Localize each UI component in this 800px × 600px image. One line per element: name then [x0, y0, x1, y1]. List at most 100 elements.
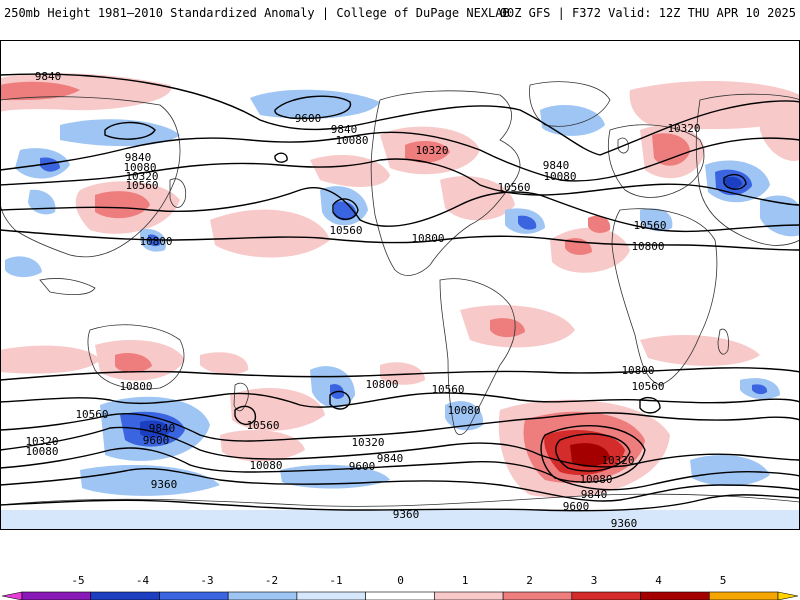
map-title: 250mb Height 1981–2010 Standardized Anom… — [4, 6, 510, 20]
colorbar-swatch — [571, 591, 641, 600]
contour-label: 10080 — [25, 445, 58, 458]
contour-label: 10800 — [411, 232, 444, 245]
contour-label: 10800 — [631, 240, 664, 253]
colorbar-swatch — [708, 591, 779, 600]
contour-label: 9840 — [125, 151, 152, 164]
colorbar-swatch — [502, 591, 573, 600]
colorbar-tick-label: -5 — [71, 574, 84, 587]
colorbar-swatch — [21, 591, 92, 600]
contour-9840-n — [0, 73, 800, 156]
contour-label: 10800 — [365, 378, 398, 391]
anom-neg-so-w-core2 — [140, 420, 170, 439]
contour-label: 10080 — [447, 404, 480, 417]
contour-label: 10560 — [633, 219, 666, 232]
contour-label: 10560 — [125, 179, 158, 192]
colorbar-swatch — [365, 591, 435, 600]
colorbar: -5 -4 -3 -2 -1 0 1 2 3 4 5 — [1, 574, 799, 600]
colorbar-tick-label: -2 — [265, 574, 278, 587]
anom-pos-atl2-core — [588, 215, 611, 233]
anom-pos-sio — [0, 345, 100, 374]
contour-label: 9600 — [349, 460, 376, 473]
colorbar-swatch — [640, 591, 710, 600]
contour-label: 10320 — [351, 436, 384, 449]
anom-neg-npac-n — [250, 89, 380, 119]
colorbar-tick-label: -1 — [329, 574, 342, 587]
contour-cutoff-low2 — [723, 173, 747, 190]
anom-pos-sam-core — [490, 318, 525, 338]
contour-label: 9840 — [149, 422, 176, 435]
contour-label: 9600 — [563, 500, 590, 513]
contour-label: 10320 — [25, 435, 58, 448]
coast-australia — [87, 324, 185, 390]
anomaly-shading — [0, 73, 800, 530]
coast-indonesia — [39, 278, 96, 296]
contour-low-satl — [555, 433, 631, 472]
anomaly-map: 9840 9600 9840 10080 10320 9840 10080 10… — [0, 40, 800, 530]
colorbar-tick-label: -4 — [136, 574, 150, 587]
contour-cutoff-low3 — [274, 152, 288, 163]
anom-pos-canada-core — [405, 140, 450, 163]
contour-label: 9840 — [377, 452, 404, 465]
colorbar-swatch — [777, 591, 799, 600]
anom-pos-scandinavia-core — [652, 133, 690, 166]
contour-9840-s — [0, 447, 800, 491]
colorbar-swatch — [227, 591, 298, 600]
contour-labels: 9840 9600 9840 10080 10320 9840 10080 10… — [25, 70, 700, 530]
coast-antarctica — [0, 493, 800, 507]
contour-10800-n — [0, 229, 800, 251]
anom-pos-sam-w — [380, 362, 425, 385]
anom-pos-spac-c — [200, 352, 249, 375]
anom-pos-sio-e — [640, 335, 760, 366]
anom-neg-satl — [445, 401, 484, 431]
contour-label: 10800 — [139, 235, 172, 248]
anom-pos-siberia-e — [760, 98, 800, 161]
contour-label: 10800 — [621, 364, 654, 377]
contour-label: 9840 — [581, 488, 608, 501]
contour-cutoff-low — [332, 198, 359, 220]
colorbar-tick-label: 5 — [720, 574, 727, 587]
contour-label: 9840 — [331, 123, 358, 136]
anom-pos-epac — [310, 155, 390, 187]
colorbar-tick-label: -3 — [200, 574, 213, 587]
contour-label: 10320 — [415, 144, 448, 157]
contour-label: 9360 — [611, 517, 638, 530]
contour-label: 10560 — [497, 181, 530, 194]
contour-10320-s — [0, 412, 800, 442]
contour-label: 10560 — [631, 380, 664, 393]
contour-label: 9360 — [151, 478, 178, 491]
contour-9600-npac — [274, 95, 351, 120]
contour-label: 10080 — [249, 459, 282, 472]
anom-pos-china-core — [95, 191, 150, 219]
colorbar-swatch — [159, 591, 229, 600]
contour-label: 10080 — [123, 161, 156, 174]
colorbar-swatch — [434, 591, 504, 600]
anom-neg-russia-core2 — [725, 176, 742, 189]
coast-uk — [617, 137, 629, 154]
coastlines — [0, 81, 800, 507]
contour-label: 9600 — [143, 434, 170, 447]
anom-neg-ant-e — [0, 510, 800, 530]
contour-low-satl2 — [540, 425, 646, 483]
anom-pos-europe — [629, 80, 800, 130]
colorbar-tick-label: 0 — [397, 574, 404, 587]
contour-label: 9840 — [35, 70, 62, 83]
anom-neg-arabia — [640, 208, 673, 232]
contour-high-sio — [639, 396, 661, 414]
colorbar-swatch — [296, 591, 366, 600]
contour-label: 10080 — [579, 473, 612, 486]
anom-neg-atl-n — [540, 105, 605, 136]
contour-label: 10560 — [431, 383, 464, 396]
contour-label: 10320 — [125, 170, 158, 183]
anom-neg-atl-coast-core — [518, 215, 537, 230]
height-contours — [0, 73, 800, 512]
contour-label: 10080 — [335, 134, 368, 147]
contour-10320-n — [0, 158, 800, 206]
contour-label: 10080 — [543, 170, 576, 183]
anom-neg-cutoff-core — [334, 201, 357, 221]
coast-europe — [607, 124, 705, 198]
contour-label: 10800 — [119, 380, 152, 393]
coast-japan — [169, 178, 187, 208]
colorbar-tick-label: 3 — [591, 574, 598, 587]
coast-asia — [695, 93, 800, 246]
colorbar-swatch — [1, 591, 23, 600]
